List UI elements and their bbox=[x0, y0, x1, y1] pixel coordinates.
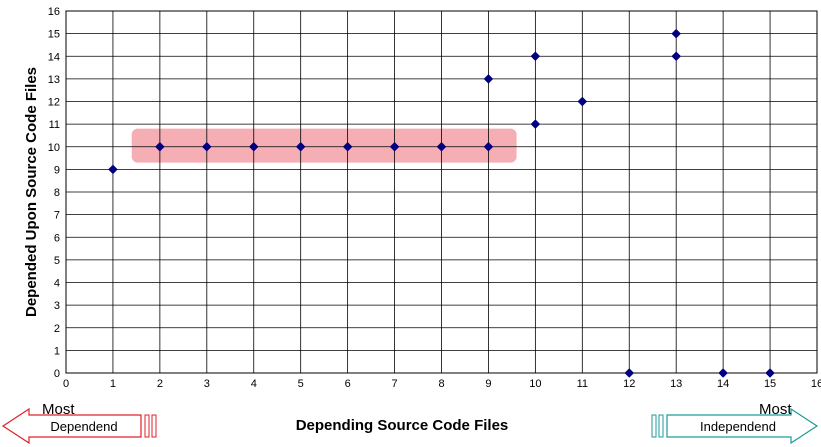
y-tick-label: 10 bbox=[48, 142, 60, 154]
y-axis-title: Depended Upon Source Code Files bbox=[23, 67, 40, 317]
data-point bbox=[718, 368, 728, 378]
x-tick-label: 8 bbox=[438, 378, 444, 390]
data-points bbox=[108, 28, 775, 378]
y-tick-label: 15 bbox=[48, 29, 60, 41]
y-tick-label: 6 bbox=[54, 232, 60, 244]
y-tick-label: 8 bbox=[54, 187, 60, 199]
x-tick-label: 15 bbox=[764, 378, 776, 390]
y-tick-label: 9 bbox=[54, 164, 60, 176]
y-tick-label: 13 bbox=[48, 74, 60, 86]
data-point bbox=[155, 141, 165, 152]
y-tick-label: 2 bbox=[54, 323, 60, 335]
right-most-label: Most bbox=[759, 401, 792, 418]
y-tick-label: 0 bbox=[54, 368, 60, 380]
most-independend-annotation: Most Independend bbox=[651, 401, 819, 445]
x-tick-label: 7 bbox=[392, 378, 398, 390]
data-point bbox=[530, 119, 541, 129]
x-tick-label: 0 bbox=[63, 378, 69, 390]
x-axis-ticks: 0 1 2 3 4 5 6 7 8 9 10 11 12 13 14 15 16 bbox=[63, 378, 821, 390]
right-arrow-stripe bbox=[658, 414, 664, 438]
data-point bbox=[671, 51, 682, 62]
y-tick-label: 4 bbox=[54, 278, 60, 290]
data-point bbox=[248, 141, 259, 152]
y-tick-label: 7 bbox=[54, 210, 60, 222]
right-arrow-icon bbox=[666, 407, 819, 445]
x-tick-label: 14 bbox=[717, 378, 729, 390]
x-tick-label: 12 bbox=[623, 378, 635, 390]
highlight-region bbox=[131, 128, 517, 163]
x-axis-title: Depending Source Code Files bbox=[296, 417, 509, 434]
data-point bbox=[530, 51, 541, 62]
y-tick-label: 14 bbox=[48, 51, 60, 63]
y-tick-label: 1 bbox=[54, 345, 60, 357]
left-most-label: Most bbox=[42, 401, 75, 418]
x-tick-label: 3 bbox=[204, 378, 210, 390]
data-point bbox=[436, 141, 447, 152]
right-arrow-label: Independend bbox=[700, 419, 776, 434]
data-point bbox=[389, 141, 400, 152]
x-tick-label: 10 bbox=[529, 378, 541, 390]
data-point bbox=[483, 74, 494, 84]
data-point bbox=[108, 164, 118, 175]
x-tick-label: 6 bbox=[345, 378, 351, 390]
plot-border bbox=[65, 10, 818, 374]
x-tick-label: 9 bbox=[485, 378, 491, 390]
left-arrow-label: Dependend bbox=[50, 419, 117, 434]
left-arrow-icon bbox=[1, 407, 142, 445]
data-point bbox=[342, 141, 353, 152]
data-point bbox=[483, 141, 494, 152]
x-tick-label: 16 bbox=[811, 378, 821, 390]
data-point bbox=[671, 28, 682, 39]
left-arrow-stripe bbox=[144, 414, 150, 438]
data-point bbox=[765, 368, 775, 378]
y-tick-label: 5 bbox=[54, 255, 60, 267]
right-arrow-stripe bbox=[651, 414, 657, 438]
x-tick-label: 1 bbox=[110, 378, 116, 390]
data-point bbox=[295, 141, 306, 152]
x-tick-label: 13 bbox=[670, 378, 682, 390]
y-tick-label: 16 bbox=[48, 6, 60, 18]
x-tick-label: 5 bbox=[298, 378, 304, 390]
x-tick-label: 2 bbox=[157, 378, 163, 390]
x-tick-label: 4 bbox=[251, 378, 257, 390]
left-arrow-stripe bbox=[151, 414, 157, 438]
y-tick-label: 11 bbox=[49, 119, 60, 131]
data-point bbox=[201, 141, 212, 152]
most-dependend-annotation: Most Dependend bbox=[1, 401, 157, 445]
data-point bbox=[577, 96, 588, 107]
y-tick-label: 3 bbox=[54, 300, 60, 312]
x-tick-label: 11 bbox=[577, 378, 588, 390]
data-point bbox=[624, 368, 635, 378]
y-tick-label: 12 bbox=[48, 97, 60, 109]
